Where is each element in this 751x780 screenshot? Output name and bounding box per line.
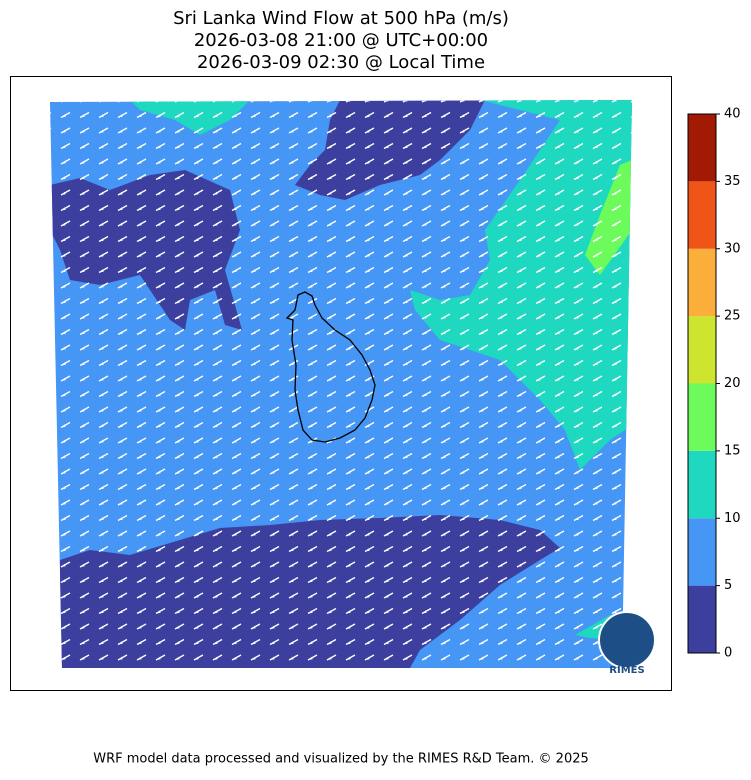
- colorbar-segment: [688, 316, 716, 384]
- colorbar-segment: [688, 450, 716, 519]
- colorbar-tick-label: 15: [724, 443, 741, 458]
- title: Sri Lanka Wind Flow at 500 hPa (m/s) 202…: [173, 8, 509, 73]
- colorbar-tick-label: 35: [724, 174, 741, 189]
- title-line: 2026-03-08 21:00 @ UTC+00:00: [194, 30, 488, 51]
- footer: WRF model data processed and visualized …: [93, 752, 589, 767]
- logo-badge: [598, 611, 656, 669]
- title-line: 2026-03-09 02:30 @ Local Time: [197, 52, 485, 73]
- logo-text: RIMES: [609, 665, 644, 676]
- title-line: Sri Lanka Wind Flow at 500 hPa (m/s): [173, 8, 509, 29]
- colorbar-segment: [688, 585, 716, 653]
- colorbar-tick-label: 20: [724, 376, 741, 391]
- colorbar-tick-label: 5: [724, 578, 732, 593]
- colorbar-tick-label: 0: [724, 646, 732, 661]
- wind-vectors: [50, 100, 632, 668]
- colorbar-segment: [688, 383, 716, 451]
- colorbar-tick-label: 25: [724, 309, 741, 324]
- map-frame: [10, 76, 672, 691]
- colorbar-tick-label: 10: [724, 511, 741, 526]
- logo: RIMES: [598, 611, 656, 676]
- colorbar-segment: [688, 114, 716, 182]
- wind-map: [50, 100, 632, 668]
- colorbar-segment: [688, 518, 716, 586]
- sri-lanka-outline: [285, 291, 376, 443]
- colorbar-tick-label: 40: [724, 107, 741, 122]
- colorbar: 0 5 10 15 20 25 30 35 40: [687, 107, 741, 661]
- colorbar-tick-label: 30: [724, 241, 741, 256]
- colorbar-segment: [688, 181, 716, 249]
- colorbar-segment: [688, 248, 716, 317]
